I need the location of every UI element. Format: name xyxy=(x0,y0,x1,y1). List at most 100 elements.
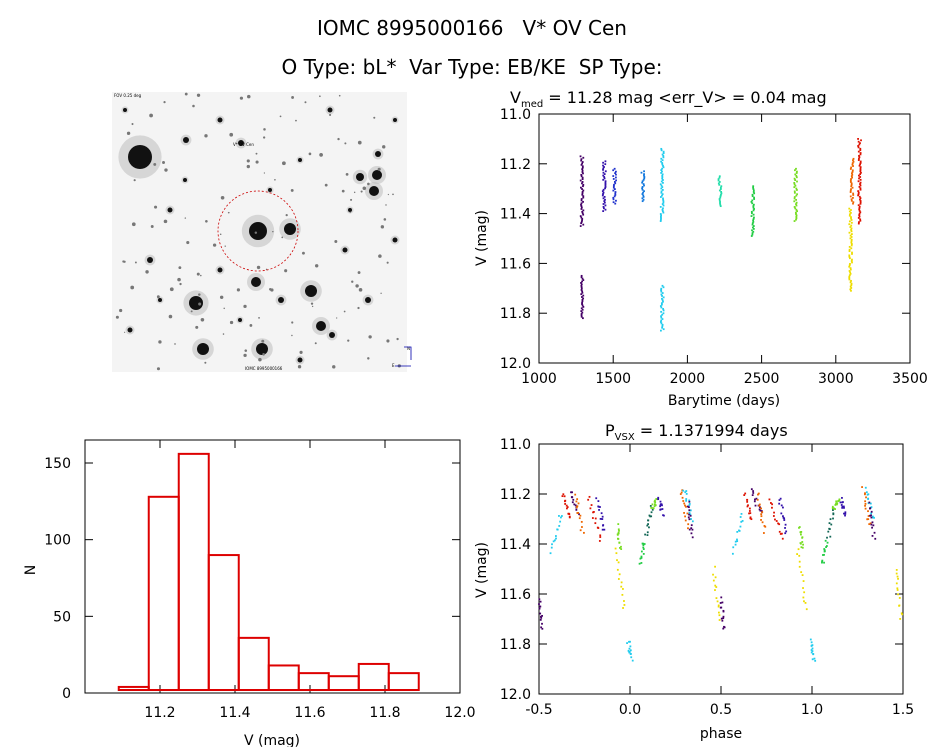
light-curve-point xyxy=(852,202,854,205)
light-curve-point xyxy=(603,173,606,176)
phased-curve-point xyxy=(593,511,595,513)
light-curve-point xyxy=(660,157,663,160)
light-curve-point xyxy=(613,167,616,170)
light-curve-point xyxy=(752,188,755,190)
phased-curve-point xyxy=(755,497,758,500)
phased-curve-point xyxy=(781,537,784,540)
phased-curve-point xyxy=(897,593,899,596)
star xyxy=(297,357,303,363)
light-curve-point xyxy=(750,215,753,217)
light-curve-point xyxy=(612,175,615,177)
phased-curve-point xyxy=(688,504,691,507)
phased-curve-point xyxy=(754,504,757,507)
light-curve-xtick-label: 2000 xyxy=(670,371,706,387)
phased-curve-point xyxy=(871,526,873,529)
faint-star xyxy=(174,343,176,345)
faint-star xyxy=(258,316,260,319)
star xyxy=(372,170,382,180)
phased-curve-point xyxy=(690,527,693,530)
light-curve-point xyxy=(602,203,605,205)
light-curve-point xyxy=(860,139,862,142)
light-curve-point xyxy=(850,221,853,224)
phased-curve-xtick-label: 1.0 xyxy=(801,702,823,718)
light-curve-point xyxy=(579,155,582,158)
light-curve-point xyxy=(849,168,852,170)
light-curve-point xyxy=(849,268,852,271)
light-curve-point xyxy=(850,198,853,201)
phased-curve-point xyxy=(783,519,786,521)
light-curve-point xyxy=(580,310,583,313)
light-curve-point xyxy=(753,208,755,210)
faint-star xyxy=(341,189,345,193)
light-curve-point xyxy=(581,303,583,305)
phased-curve-point xyxy=(826,541,829,544)
phased-curve-point xyxy=(821,560,823,563)
light-curve-point xyxy=(848,214,851,217)
faint-star xyxy=(222,333,225,335)
light-curve-point xyxy=(581,311,584,314)
light-curve-point xyxy=(858,195,861,198)
light-curve-point xyxy=(581,291,584,294)
light-curve-point xyxy=(751,229,753,232)
phased-curve-point xyxy=(871,521,874,524)
faint-star xyxy=(290,188,294,192)
phased-curve-title-rest: = 1.1371994 days xyxy=(635,421,788,440)
light-curve-points xyxy=(579,138,862,332)
light-curve-point xyxy=(752,218,755,220)
phased-curve-point xyxy=(897,577,899,580)
light-curve-point xyxy=(752,205,755,208)
light-curve-point xyxy=(614,202,617,205)
light-curve-point xyxy=(848,223,851,226)
light-curve-point xyxy=(580,173,583,176)
phased-curve-point xyxy=(870,510,873,513)
light-curve-point xyxy=(720,193,722,196)
histogram-xtick-label: 11.6 xyxy=(294,705,325,721)
phased-curve-point xyxy=(832,507,835,510)
phased-curve-point xyxy=(798,565,801,568)
light-curve-point xyxy=(849,226,852,228)
star xyxy=(329,332,335,338)
phased-curve-point xyxy=(750,488,753,491)
phased-curve-point xyxy=(659,503,662,506)
phased-curve-point xyxy=(802,543,804,546)
phased-curve-point xyxy=(568,512,570,515)
light-curve-point xyxy=(660,160,662,163)
phased-curve-point xyxy=(870,512,873,515)
faint-star xyxy=(133,179,136,182)
light-curve-point xyxy=(851,251,853,254)
faint-star xyxy=(324,183,328,187)
phased-curve-point xyxy=(688,518,691,521)
faint-star xyxy=(131,222,136,227)
light-curve-point xyxy=(604,180,607,183)
phased-curve-point xyxy=(622,588,624,590)
light-curve-point xyxy=(581,188,583,190)
light-curve-point xyxy=(849,237,852,240)
phased-curve-point xyxy=(866,493,869,496)
phased-curve-point xyxy=(772,515,775,517)
light-curve-point xyxy=(582,183,585,186)
faint-star xyxy=(219,295,224,300)
phased-curve-point xyxy=(687,523,690,526)
light-curve-point xyxy=(580,274,583,277)
light-curve-point xyxy=(859,152,862,154)
light-curve-point xyxy=(581,218,584,220)
light-curve-point xyxy=(662,197,664,200)
phased-curve-point xyxy=(561,515,563,517)
faint-star xyxy=(247,94,251,99)
light-curve-ytick-label: 11.2 xyxy=(500,157,531,173)
faint-star xyxy=(199,274,202,277)
phased-curve-point xyxy=(898,604,900,607)
light-curve-point xyxy=(602,178,605,181)
histogram-bar xyxy=(327,675,360,692)
light-curve-point xyxy=(580,175,583,178)
light-curve-point xyxy=(858,209,861,212)
phased-curve-point xyxy=(653,505,656,508)
light-curve-point xyxy=(661,203,664,205)
phased-curve-point xyxy=(643,543,646,545)
light-curve-point xyxy=(580,216,583,219)
light-curve-point xyxy=(751,233,754,236)
light-curve-point xyxy=(661,325,664,328)
phased-curve-point xyxy=(826,536,828,539)
phased-curve-point xyxy=(842,501,844,503)
light-curve-point xyxy=(602,191,605,194)
